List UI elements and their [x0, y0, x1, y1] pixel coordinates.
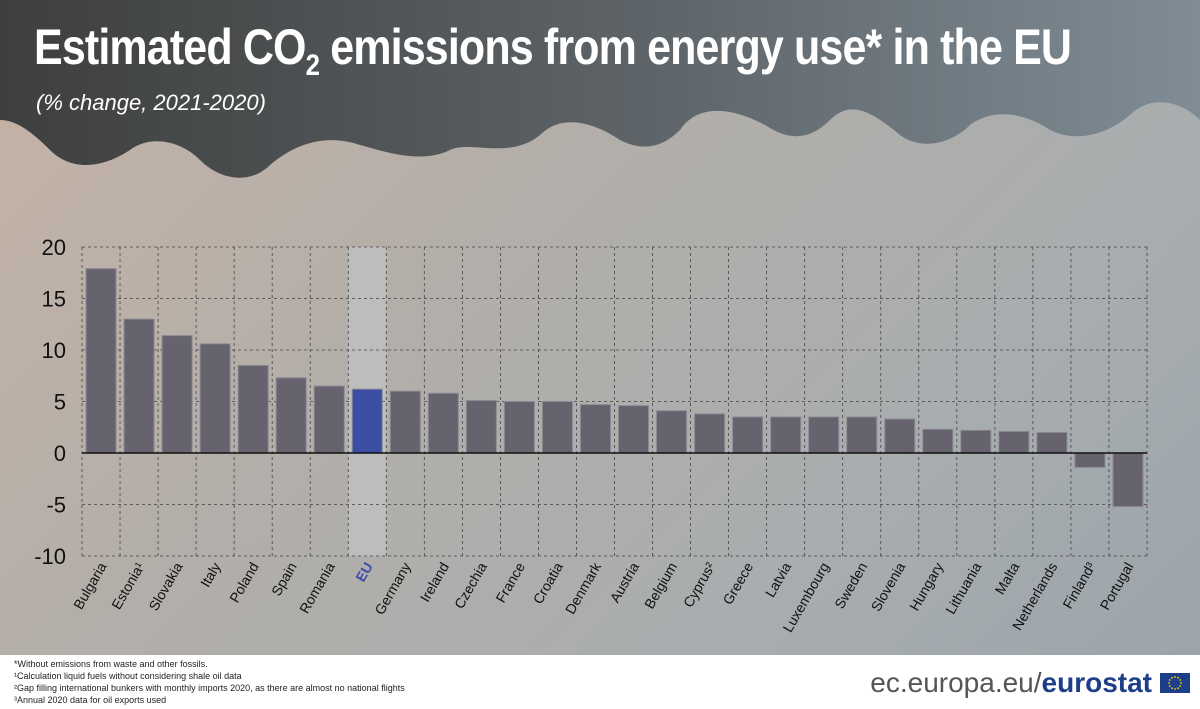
- bar: [846, 416, 878, 454]
- x-tick-label: Spain: [268, 560, 300, 599]
- bar: [427, 392, 459, 454]
- bar: [161, 335, 193, 454]
- bar: [808, 416, 840, 454]
- x-tick-label: Estonia¹: [108, 559, 148, 612]
- cloud-header-background: [0, 0, 1200, 178]
- star-icon: [1171, 676, 1173, 679]
- bar: [123, 318, 155, 454]
- x-tick-label: Italy: [197, 560, 224, 590]
- y-tick-label: 10: [42, 338, 66, 363]
- bar: [770, 416, 802, 454]
- bar: [1112, 452, 1144, 508]
- x-tick-label: Poland: [226, 560, 262, 606]
- star-icon: [1171, 687, 1173, 690]
- bar: [960, 429, 992, 454]
- y-tick-label: -10: [34, 544, 66, 569]
- eurostat-link[interactable]: ec.europa.eu/eurostat: [870, 667, 1152, 698]
- bar: [884, 418, 916, 454]
- x-tick-label: Austria: [606, 559, 642, 605]
- x-tick-label: Sweden: [831, 560, 870, 612]
- x-tick-label: Cyprus²: [680, 559, 719, 610]
- eu-flag-logo: [1160, 673, 1190, 693]
- x-tick-label: Portugal: [1097, 560, 1137, 613]
- bar: [998, 430, 1030, 454]
- x-tick-label: Finland³: [1059, 559, 1098, 611]
- bar: [465, 399, 497, 454]
- footnote: *Without emissions from waste and other …: [14, 659, 208, 669]
- x-tick-label: Ireland: [417, 560, 452, 605]
- bar: [237, 364, 269, 454]
- bar: [1036, 431, 1068, 454]
- x-tick-label: Belgium: [641, 560, 680, 612]
- footnote: ¹Calculation liquid fuels without consid…: [14, 671, 242, 681]
- bar: [199, 343, 231, 454]
- x-tick-label: Denmark: [562, 559, 605, 617]
- bar: [503, 401, 535, 454]
- bar: [1074, 452, 1106, 468]
- bar: [656, 410, 688, 454]
- footnote: ³Annual 2020 data for oil exports used: [14, 695, 167, 705]
- star-icon: [1168, 685, 1171, 687]
- bar: [694, 413, 726, 454]
- footer: *Without emissions from waste and other …: [0, 655, 1200, 709]
- x-tick-label: Bulgaria: [70, 559, 110, 612]
- chart-subtitle: (% change, 2021-2020): [36, 90, 266, 115]
- star-icon: [1180, 682, 1182, 684]
- star-icon: [1174, 688, 1176, 690]
- y-tick-label: 20: [42, 235, 66, 260]
- footnote: ²Gap filling international bunkers with …: [14, 683, 405, 693]
- x-tick-label: Croatia: [530, 559, 567, 606]
- x-tick-label: Greece: [719, 559, 756, 607]
- x-tick-label: Germany: [371, 560, 414, 618]
- y-tick-label: -5: [46, 493, 66, 518]
- bar: [275, 377, 307, 454]
- chart-title: Estimated CO2 emissions from energy use*…: [34, 19, 1072, 82]
- star-icon: [1179, 685, 1182, 687]
- x-tick-label: Lithuania: [942, 559, 984, 616]
- x-tick-label: Czechia: [451, 559, 490, 611]
- x-tick-label: France: [492, 559, 528, 605]
- x-tick-label: Malta: [991, 559, 1022, 597]
- star-icon: [1179, 679, 1182, 681]
- bar: [732, 416, 764, 454]
- y-tick-label: 15: [42, 287, 66, 312]
- x-tick-label: Hungary: [906, 560, 946, 614]
- bar: [313, 385, 345, 454]
- bar: [85, 268, 117, 454]
- bar: [922, 428, 954, 454]
- y-tick-label: 5: [54, 390, 66, 415]
- star-icon: [1168, 679, 1171, 681]
- bar: [541, 401, 573, 454]
- x-tick-label: Latvia: [762, 559, 795, 600]
- x-tick-label: Slovakia: [145, 559, 185, 613]
- bar: [389, 390, 421, 454]
- x-tick-label: EU: [352, 560, 376, 585]
- star-icon: [1174, 676, 1176, 678]
- star-icon: [1177, 676, 1179, 679]
- bar: [579, 404, 612, 454]
- y-tick-label: 0: [54, 441, 66, 466]
- x-tick-label: Slovenia: [868, 559, 909, 614]
- star-icon: [1177, 687, 1179, 690]
- bar: [618, 405, 650, 454]
- star-icon: [1168, 682, 1170, 684]
- bar: [351, 388, 383, 454]
- x-tick-label: Romania: [296, 559, 338, 616]
